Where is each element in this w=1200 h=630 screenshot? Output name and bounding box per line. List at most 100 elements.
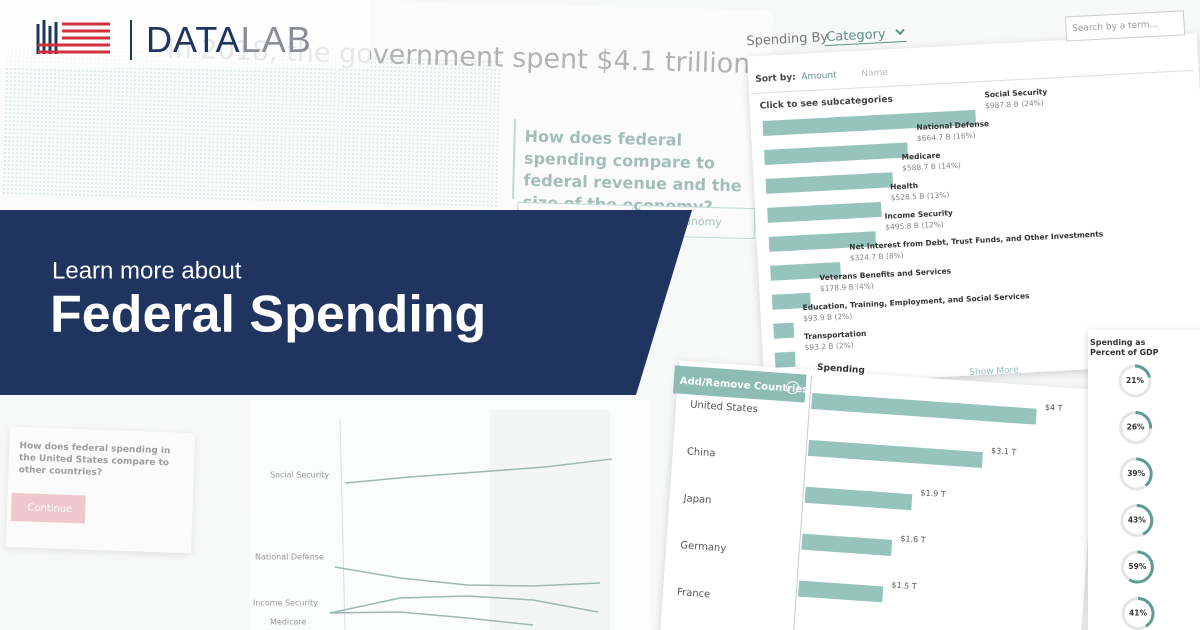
category-value: $528.5 B (13%) [891, 190, 950, 202]
series-label: National Defense [255, 553, 324, 562]
trend-line [334, 566, 601, 587]
country-bar[interactable] [807, 439, 983, 469]
country-name: China [687, 446, 716, 459]
category-bar[interactable] [774, 351, 796, 368]
banner-kicker: Learn more about [52, 257, 242, 284]
category-value: $987.8 B (24%) [985, 98, 1044, 110]
sort-option[interactable]: Name [861, 68, 889, 79]
sort-label: Sort by: [755, 73, 796, 85]
country-name: Germany [680, 540, 727, 554]
banner [0, 210, 692, 395]
add-icon [786, 381, 800, 395]
series-label: Medicare [270, 618, 307, 627]
logo-wordmark: DATALAB [146, 19, 312, 60]
category-value: $495.8 B (12%) [885, 220, 944, 232]
category-select[interactable]: Category [826, 27, 886, 45]
country-bar[interactable] [811, 393, 1037, 425]
select-underline [824, 40, 907, 47]
country-name: France [677, 587, 711, 600]
category-name: Social Security [984, 87, 1047, 99]
category-value: $178.9 B (4%) [820, 281, 874, 293]
gauge-arc [1119, 411, 1153, 444]
gauge-arc [1120, 550, 1154, 584]
logo-mark [36, 20, 110, 54]
category-bar[interactable] [767, 201, 882, 223]
country-name: Japan [682, 493, 712, 506]
gdp-panel: Spending as Percent of GDP 21% 26% 39% 43% 59%… [1088, 330, 1200, 630]
continue-label[interactable]: Continue [27, 502, 72, 515]
gauge-label: 21% [1126, 376, 1144, 385]
gauge-arc [1121, 597, 1155, 630]
highlight-band [490, 410, 610, 630]
country-name: United States [690, 400, 758, 416]
show-more[interactable]: Show More [969, 365, 1019, 378]
country-value: $3.1 T [991, 446, 1017, 457]
gauge-arc [1120, 504, 1154, 537]
gdp-header: Spending as Percent of GDP [1090, 338, 1159, 357]
country-value: $1.5 T [891, 581, 917, 592]
panel [1088, 330, 1200, 630]
dot-field [2, 45, 502, 209]
trend-line [329, 595, 599, 614]
category-value: $664.7 B (16%) [917, 131, 976, 143]
logo-secondary: LAB [241, 19, 312, 60]
logo-backdrop [0, 0, 370, 68]
axis [339, 419, 346, 630]
divider [751, 69, 1194, 95]
country-value: $1.6 T [900, 534, 926, 545]
text-line: How does federal [524, 126, 682, 149]
category-value: $324.7 B (8%) [850, 251, 904, 263]
country-value: $1.9 T [920, 488, 946, 499]
select-chevron [895, 28, 905, 36]
country-bar[interactable] [804, 486, 913, 511]
gauge-arc [1118, 364, 1152, 398]
gauge-label: 26% [1127, 423, 1145, 432]
category-value: $93.9 B (2%) [803, 312, 853, 324]
spending-header: Spending [817, 363, 865, 376]
text-line: spending compare to [524, 148, 715, 172]
search-box[interactable] [1065, 10, 1186, 42]
category-name: Medicare [901, 151, 940, 162]
spending-by-label: Spending By [746, 30, 829, 49]
logo: DATALAB [0, 0, 370, 68]
trend-chart: Social Security National Defense Income Se… [250, 400, 650, 630]
series-label: Social Security [270, 471, 329, 480]
category-bar[interactable] [770, 262, 841, 281]
country-bar[interactable] [798, 580, 884, 603]
search-placeholder[interactable]: Search by a term... [1072, 20, 1158, 34]
category-bar[interactable] [765, 172, 894, 194]
trend-line [329, 611, 534, 626]
text-line: Spending as [1090, 338, 1146, 347]
gauge-label: 39% [1127, 469, 1145, 478]
country-value: $4 T [1045, 403, 1063, 413]
category-value: $93.2 B (2%) [804, 341, 854, 353]
category-bar[interactable] [773, 322, 795, 339]
divider [792, 374, 813, 630]
add-remove-button[interactable] [672, 365, 807, 403]
gauge-arc [1119, 457, 1153, 491]
continue-button[interactable] [10, 492, 86, 524]
text-line: other countries? [18, 465, 102, 478]
category-bar[interactable] [768, 231, 877, 252]
trend-line [344, 458, 613, 484]
country-bar[interactable] [801, 533, 893, 556]
banner-title: Federal Spending [50, 286, 486, 344]
logo-primary: DATA [146, 19, 241, 60]
category-bar[interactable] [762, 109, 977, 136]
category-bar[interactable] [771, 292, 811, 310]
series-label: Income Security [253, 599, 318, 608]
gauge-label: 59% [1128, 562, 1146, 571]
text-line: Percent of GDP [1090, 348, 1159, 357]
gauge-label: 43% [1128, 516, 1146, 525]
category-name: Health [890, 181, 918, 191]
panel [659, 360, 1099, 630]
comparison-card: How does federal spending inthe United S… [5, 426, 196, 554]
category-name: National Defense [916, 119, 989, 132]
gauge-label: 41% [1129, 609, 1147, 618]
quote-bar [511, 119, 517, 200]
category-bar[interactable] [764, 142, 909, 165]
sort-option[interactable]: Amount [801, 71, 837, 83]
